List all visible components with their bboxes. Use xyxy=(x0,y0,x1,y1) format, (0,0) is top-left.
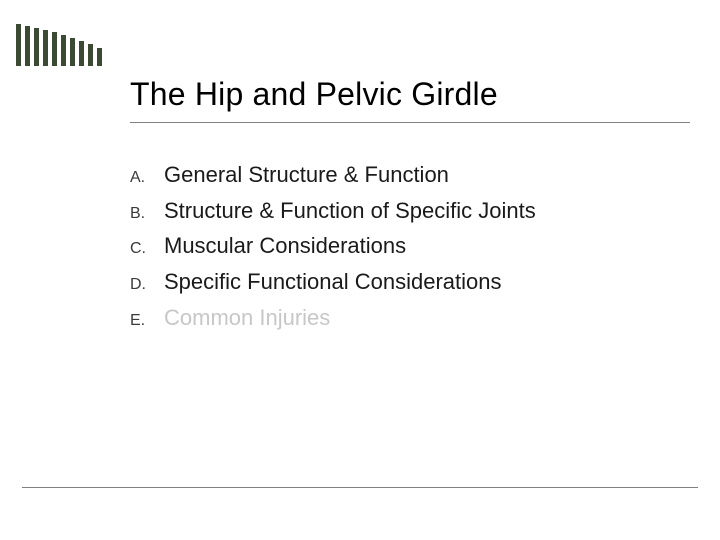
list-item-text: Structure & Function of Specific Joints xyxy=(164,196,536,226)
decor-bars xyxy=(0,24,102,66)
list-item-marker: E. xyxy=(130,312,164,330)
decor-bar xyxy=(70,38,75,66)
slide-title: The Hip and Pelvic Girdle xyxy=(130,76,498,113)
footer-line xyxy=(22,487,698,488)
list-item: E.Common Injuries xyxy=(130,303,670,333)
list-item-marker: A. xyxy=(130,169,164,187)
list-item: A.General Structure & Function xyxy=(130,160,670,190)
list-item-text: General Structure & Function xyxy=(164,160,449,190)
decor-bar xyxy=(61,35,66,66)
decor-bar xyxy=(97,48,102,66)
decor-bar xyxy=(79,41,84,66)
list-item: B.Structure & Function of Specific Joint… xyxy=(130,196,670,226)
decor-bar xyxy=(16,24,21,66)
decor-bar xyxy=(34,28,39,66)
list-item-marker: B. xyxy=(130,205,164,223)
decor-bar xyxy=(88,44,93,66)
list-item-marker: D. xyxy=(130,276,164,294)
decor-bar xyxy=(25,26,30,66)
list-item-marker: C. xyxy=(130,240,164,258)
title-underline xyxy=(130,122,690,123)
outline-list: A.General Structure & FunctionB.Structur… xyxy=(130,160,670,338)
decor-bar xyxy=(43,30,48,66)
decor-bar xyxy=(52,32,57,66)
list-item-text: Specific Functional Considerations xyxy=(164,267,502,297)
list-item-text: Common Injuries xyxy=(164,303,330,333)
list-item: C.Muscular Considerations xyxy=(130,231,670,261)
list-item-text: Muscular Considerations xyxy=(164,231,406,261)
list-item: D.Specific Functional Considerations xyxy=(130,267,670,297)
